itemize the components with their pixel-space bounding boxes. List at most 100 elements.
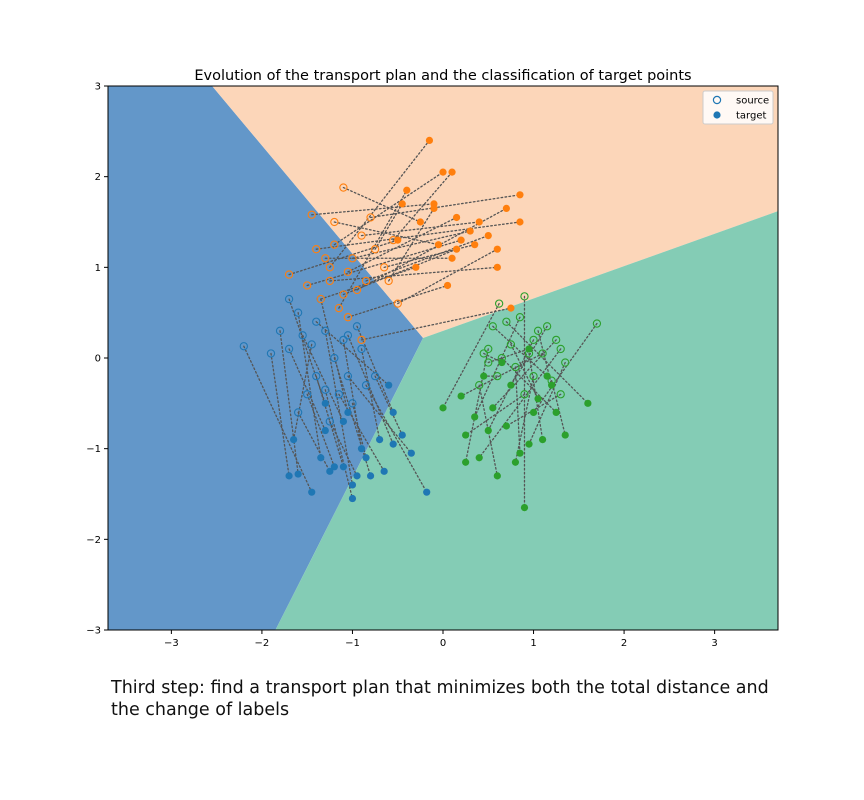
transport-line-green-24 bbox=[487, 348, 530, 364]
source-point-orange-19 bbox=[312, 245, 321, 254]
target-point-orange-9 bbox=[516, 191, 524, 199]
target-point-green-16 bbox=[498, 358, 506, 367]
source-point-orange-1 bbox=[307, 210, 316, 219]
transport-line-blue-12 bbox=[374, 375, 403, 436]
target-point-green-20 bbox=[480, 372, 488, 380]
transport-line-green-6 bbox=[550, 380, 566, 436]
data-points bbox=[239, 136, 602, 512]
transport-line-orange-10 bbox=[347, 284, 449, 318]
x-tick-label-2: −1 bbox=[345, 638, 360, 649]
target-point-blue-13 bbox=[294, 470, 302, 478]
source-point-green-4 bbox=[538, 349, 547, 358]
transport-line-green-3 bbox=[464, 348, 489, 463]
target-point-green-3 bbox=[462, 458, 470, 466]
y-tick-label-6: 3 bbox=[95, 82, 101, 93]
target-point-orange-20 bbox=[507, 304, 515, 312]
figure-caption: Third step: find a transport plan that m… bbox=[111, 678, 769, 720]
legend-source-label: source bbox=[736, 96, 769, 107]
source-point-orange-8 bbox=[325, 263, 334, 272]
transport-line-blue-8 bbox=[351, 402, 367, 459]
target-point-blue-4 bbox=[321, 426, 329, 435]
source-point-green-2 bbox=[592, 319, 602, 328]
target-point-orange-10 bbox=[443, 281, 452, 290]
source-point-green-15 bbox=[561, 358, 570, 367]
target-point-orange-14 bbox=[403, 186, 411, 194]
transport-line-orange-14 bbox=[338, 189, 408, 309]
transport-line-blue-23 bbox=[270, 352, 290, 477]
transport-line-orange-11 bbox=[397, 248, 498, 305]
target-point-blue-20 bbox=[339, 417, 348, 426]
source-point-orange-7 bbox=[357, 231, 366, 240]
source-point-green-16 bbox=[479, 349, 488, 358]
chart-title: Evolution of the transport plan and the … bbox=[194, 68, 691, 84]
target-point-orange-15 bbox=[457, 236, 465, 244]
source-point-orange-20 bbox=[357, 335, 366, 345]
source-point-green-9 bbox=[511, 362, 520, 372]
transport-line-blue-18 bbox=[338, 393, 385, 472]
transport-line-orange-9 bbox=[369, 194, 521, 219]
source-point-green-23 bbox=[556, 390, 565, 399]
source-point-blue-21 bbox=[352, 322, 362, 331]
transport-line-blue-24 bbox=[347, 375, 412, 454]
source-point-blue-23 bbox=[266, 349, 276, 358]
source-point-orange-6 bbox=[339, 290, 348, 299]
x-tick-label-3: 0 bbox=[440, 638, 446, 649]
target-point-orange-0 bbox=[416, 218, 424, 226]
source-point-blue-10 bbox=[239, 342, 248, 351]
transport-line-blue-9 bbox=[320, 298, 349, 414]
y-tick-label-0: −3 bbox=[86, 626, 101, 637]
target-point-orange-17 bbox=[434, 241, 443, 249]
target-point-blue-12 bbox=[398, 431, 406, 439]
source-point-blue-14 bbox=[343, 331, 353, 340]
transport-line-blue-10 bbox=[243, 345, 313, 493]
source-point-orange-18 bbox=[379, 263, 389, 272]
target-point-blue-5 bbox=[348, 481, 357, 489]
target-point-blue-8 bbox=[362, 454, 370, 462]
transport-line-blue-19 bbox=[288, 298, 326, 404]
transport-line-blue-17 bbox=[292, 343, 313, 441]
transport-line-orange-4 bbox=[351, 230, 471, 259]
target-point-orange-12 bbox=[448, 254, 456, 262]
target-point-blue-17 bbox=[290, 436, 298, 444]
source-point-green-22 bbox=[515, 313, 525, 322]
x-axis: −3 −2 −1 0 1 2 3 bbox=[164, 630, 718, 649]
source-point-green-20 bbox=[493, 371, 502, 381]
source-point-green-18 bbox=[506, 340, 516, 349]
transport-line-green-11 bbox=[492, 325, 548, 377]
source-point-orange-10 bbox=[343, 313, 353, 322]
source-point-blue-12 bbox=[370, 371, 380, 381]
transport-line-green-5 bbox=[505, 321, 589, 404]
transport-line-orange-0 bbox=[342, 186, 422, 223]
transport-line-green-15 bbox=[528, 361, 566, 445]
source-point-blue-22 bbox=[321, 385, 330, 394]
source-point-green-19 bbox=[552, 335, 561, 345]
source-point-green-11 bbox=[488, 322, 497, 331]
source-point-orange-23 bbox=[384, 276, 393, 286]
target-point-green-4 bbox=[457, 392, 465, 400]
target-point-blue-6 bbox=[330, 463, 338, 471]
transport-line-orange-24 bbox=[329, 266, 498, 282]
target-point-orange-5 bbox=[412, 263, 420, 271]
target-point-green-11 bbox=[543, 372, 551, 380]
y-tick-label-4: 1 bbox=[95, 263, 101, 274]
source-point-orange-2 bbox=[330, 240, 339, 249]
source-point-blue-13 bbox=[275, 326, 285, 335]
target-point-green-6 bbox=[561, 431, 569, 439]
target-point-orange-19 bbox=[516, 218, 524, 226]
target-point-green-18 bbox=[534, 395, 542, 403]
transport-line-green-13 bbox=[510, 325, 548, 386]
source-point-blue-3 bbox=[330, 353, 339, 363]
target-point-green-9 bbox=[516, 449, 524, 457]
target-point-blue-0 bbox=[339, 463, 348, 471]
target-point-green-8 bbox=[484, 426, 492, 435]
target-point-orange-6 bbox=[452, 245, 461, 253]
transport-line-blue-3 bbox=[333, 357, 372, 477]
y-tick-label-3: 0 bbox=[95, 354, 101, 365]
target-point-blue-23 bbox=[285, 472, 293, 480]
x-tick-label-1: −2 bbox=[255, 638, 270, 649]
transport-line-green-12 bbox=[464, 393, 526, 436]
source-point-orange-13 bbox=[361, 276, 371, 286]
source-point-green-1 bbox=[520, 292, 529, 301]
source-point-orange-12 bbox=[321, 254, 330, 263]
region-blue bbox=[108, 86, 424, 630]
